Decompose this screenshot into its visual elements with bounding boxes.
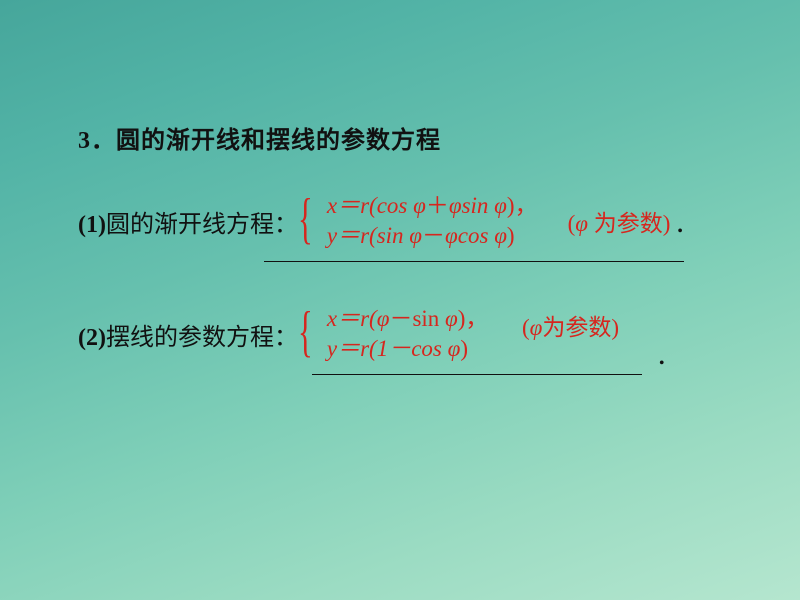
heading-title: 圆的渐开线和摆线的参数方程 <box>116 128 441 154</box>
item-1-text: 圆的渐开线方程： <box>106 212 298 238</box>
item-1-label: (1)圆的渐开线方程： <box>78 204 298 239</box>
t: φ <box>445 223 458 248</box>
item-2-eq-y: y＝r(1－cos φ) <box>327 334 489 364</box>
t: )， <box>507 193 538 218</box>
t: ＋ <box>426 193 449 218</box>
item-1-period: ． <box>674 204 698 239</box>
t: φ <box>448 336 461 361</box>
section-heading: 3．圆的渐开线和摆线的参数方程 <box>78 120 730 155</box>
item-2-note: (φ为参数) <box>522 308 619 342</box>
slide: 3．圆的渐开线和摆线的参数方程 (1)圆的渐开线方程： { x＝r(cos φ＋… <box>0 0 800 600</box>
item-1-prefix: (1) <box>78 212 106 238</box>
t: φ <box>530 315 543 340</box>
t: φ <box>494 223 507 248</box>
left-brace-icon: { <box>298 304 313 360</box>
t: φ <box>409 223 422 248</box>
item-2-label: (2)摆线的参数方程： <box>78 317 298 352</box>
item-1-note: (φ 为参数) <box>568 204 671 238</box>
t: 为参数) <box>588 211 670 236</box>
item-2-eq-x: x＝r(φ－sin φ)， <box>327 304 489 334</box>
t: φ <box>575 211 588 236</box>
t: sin <box>462 193 495 218</box>
t: φ <box>377 306 390 331</box>
item-2-text: 摆线的参数方程： <box>106 325 298 351</box>
item-1-equations: { x＝r(cos φ＋φsin φ)， y＝r(sin φ－φcos φ) <box>298 191 538 251</box>
item-1-eq-x: x＝r(cos φ＋φsin φ)， <box>327 191 538 221</box>
t: y＝r(sin <box>327 223 409 248</box>
left-brace-icon: { <box>298 191 313 247</box>
t: φ <box>413 193 426 218</box>
item-2-row: (2)摆线的参数方程： { x＝r(φ－sin φ)， y＝r(1－cos φ) <box>78 304 730 364</box>
t: ) <box>460 336 468 361</box>
item-2-equations: { x＝r(φ－sin φ)， y＝r(1－cos φ) <box>298 304 488 364</box>
t: 为参数) <box>542 315 619 340</box>
t: cos <box>458 223 494 248</box>
t: x＝r(cos <box>327 193 413 218</box>
item-2-prefix: (2) <box>78 325 106 351</box>
item-1-underline <box>264 261 684 262</box>
item-1-system: x＝r(cos φ＋φsin φ)， y＝r(sin φ－φcos φ) <box>327 191 538 251</box>
t: )， <box>458 306 489 331</box>
t: －sin <box>389 306 445 331</box>
t: ) <box>507 223 515 248</box>
item-2-underline <box>312 374 642 375</box>
item-1-eq-y: y＝r(sin φ－φcos φ) <box>327 221 538 251</box>
t: φ <box>494 193 507 218</box>
t: ( <box>522 315 530 340</box>
t: x＝r( <box>327 306 377 331</box>
item-2-period: ． <box>656 336 680 371</box>
item-2-wrap: (2)摆线的参数方程： { x＝r(φ－sin φ)， y＝r(1－cos φ)… <box>78 304 730 364</box>
item-1-row: (1)圆的渐开线方程： { x＝r(cos φ＋φsin φ)， y＝r(sin… <box>78 191 730 251</box>
t: － <box>422 223 445 248</box>
t: φ <box>449 193 462 218</box>
t: y＝r(1－cos <box>327 336 448 361</box>
heading-number: 3． <box>78 128 116 154</box>
item-2-system: x＝r(φ－sin φ)， y＝r(1－cos φ) <box>327 304 489 364</box>
t: φ <box>445 306 458 331</box>
